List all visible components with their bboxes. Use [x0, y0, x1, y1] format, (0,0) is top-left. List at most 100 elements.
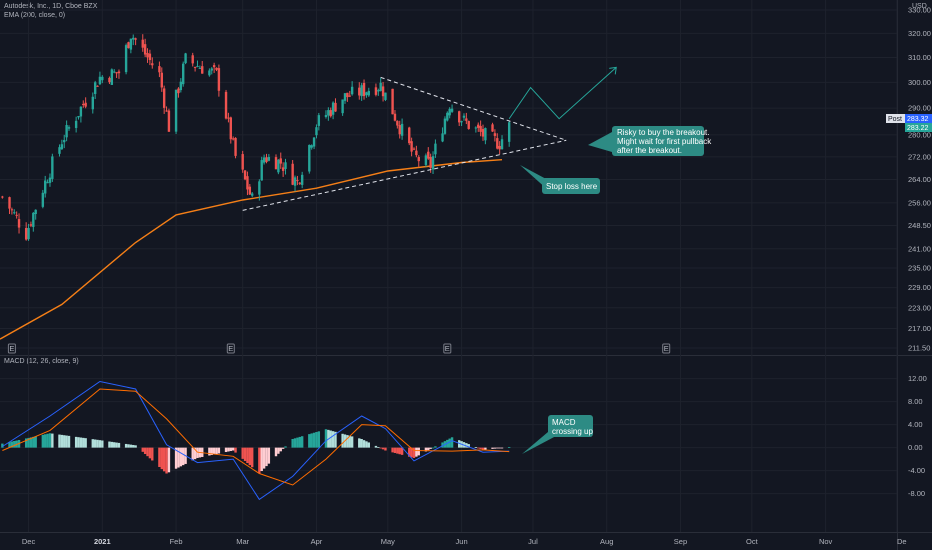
macd-histogram-bar [300, 436, 304, 448]
macd-histogram-bar [391, 447, 394, 453]
candle-body [498, 145, 501, 150]
macd-histogram-bar [291, 439, 294, 448]
macd-histogram-bar [415, 447, 418, 457]
macd-histogram-bar [101, 440, 104, 448]
candle-body [74, 120, 78, 128]
macd-histogram-bar [450, 437, 454, 448]
candle-body [291, 163, 294, 185]
macd-histogram-bar [458, 440, 461, 448]
macd-histogram-bar [241, 447, 244, 459]
candle-body [279, 158, 282, 164]
projected-path [508, 66, 617, 120]
price-tick-label: 290.00 [908, 104, 931, 113]
candle-body [343, 93, 347, 101]
candle-body [327, 110, 330, 116]
price-tick-label: 223.00 [908, 303, 931, 312]
note-macd[interactable]: MACD crossing up [522, 415, 593, 454]
macd-histogram-bar [379, 447, 382, 449]
macd-axis: 12.00 8.00 4.00 0.00 -4.00 -8.00 [908, 374, 927, 498]
macd-histogram-bar [265, 447, 268, 467]
macd-histogram-bar [13, 441, 16, 448]
candle-body [484, 128, 487, 141]
macd-histogram-bar [251, 447, 254, 468]
macd-histogram-bar [429, 447, 432, 449]
candle-body [127, 42, 130, 49]
candle-body [300, 174, 304, 185]
time-tick-label: Jun [456, 537, 468, 546]
macd-histogram-bar [308, 434, 311, 448]
macd-histogram-bar [117, 442, 121, 448]
note-risky-box [612, 126, 704, 156]
note-macd-pointer [522, 432, 556, 454]
macd-histogram-bar [348, 435, 351, 448]
candle-body [308, 144, 311, 172]
macd-histogram-bar [129, 444, 133, 448]
candle-body [374, 87, 378, 95]
macd-histogram-bar [96, 439, 99, 448]
candle-body [400, 123, 404, 136]
macd-histogram-bar [474, 447, 478, 448]
macd-histogram-bar [477, 447, 480, 449]
macd-histogram-bar [341, 433, 344, 448]
candle-body [17, 219, 21, 228]
macd-histogram-bar [84, 438, 87, 448]
price-tick-label: 229.00 [908, 283, 931, 292]
price-tick-label: 235.00 [908, 263, 931, 272]
candle-body [215, 67, 218, 70]
time-tick-label: Jul [528, 537, 538, 546]
price-tick-label: 300.00 [908, 78, 931, 87]
candle-body [160, 72, 163, 88]
candle-body [82, 103, 85, 105]
candle-body [393, 113, 397, 121]
note-risky-line2: Might wait for first pullback [617, 137, 712, 146]
candle-body [417, 157, 420, 162]
macd-histogram-bar [146, 447, 149, 457]
macd-tick-label: 8.00 [908, 397, 923, 406]
macd-histogram-bar [143, 447, 147, 454]
candle-body [446, 112, 449, 121]
macd-histogram-bar [151, 447, 154, 461]
macd-histogram-bar [74, 436, 78, 448]
macd-histogram-bar [8, 442, 11, 448]
note-risky[interactable]: Risky to buy the breakout. Might wait fo… [588, 126, 712, 156]
macd-histogram-bar [277, 447, 280, 454]
candle-body [79, 106, 83, 117]
candle-body [491, 124, 494, 132]
macd-histogram-bar [48, 433, 52, 448]
macd-histogram-bar [465, 443, 468, 448]
note-stoploss[interactable]: Stop loss here [520, 165, 600, 194]
post-value: 283.32 [907, 116, 929, 123]
macd-histogram-bar [24, 438, 28, 448]
candle-body [458, 111, 461, 123]
macd-histogram-bar [381, 447, 385, 450]
post-value-bg [905, 114, 932, 123]
price-tick-label: 320.00 [908, 29, 931, 38]
candle-body [324, 114, 328, 118]
candle-body [13, 212, 16, 214]
candle-body [96, 85, 99, 87]
macd-histogram-bar [65, 435, 68, 448]
macd-histogram-bar [32, 436, 35, 448]
macd-histogram-bar [281, 447, 285, 449]
candle-body [493, 133, 497, 136]
price-tick-label: 272.00 [908, 152, 931, 161]
macd-histogram-bar [10, 441, 14, 448]
currency-label: USD [912, 3, 927, 10]
macd-histogram-bar [293, 438, 297, 448]
macd-histogram-bar [93, 439, 97, 448]
candle-body [101, 76, 104, 81]
macd-histogram-bar [98, 440, 102, 448]
time-tick-label: 2021 [94, 537, 111, 546]
macd-histogram-bar [160, 447, 163, 470]
price-tag: Post 283.32 283.22 [886, 114, 932, 132]
macd-histogram-bar [431, 447, 435, 449]
macd-histogram-bar [44, 434, 47, 448]
macd-histogram-bar [227, 447, 230, 452]
earnings-marker [7, 343, 16, 354]
candle-body [312, 137, 316, 147]
macd-histogram-bar [210, 447, 213, 455]
note-stoploss-box [542, 178, 600, 194]
note-macd-line1: MACD [552, 418, 576, 427]
candle-body [408, 127, 411, 144]
